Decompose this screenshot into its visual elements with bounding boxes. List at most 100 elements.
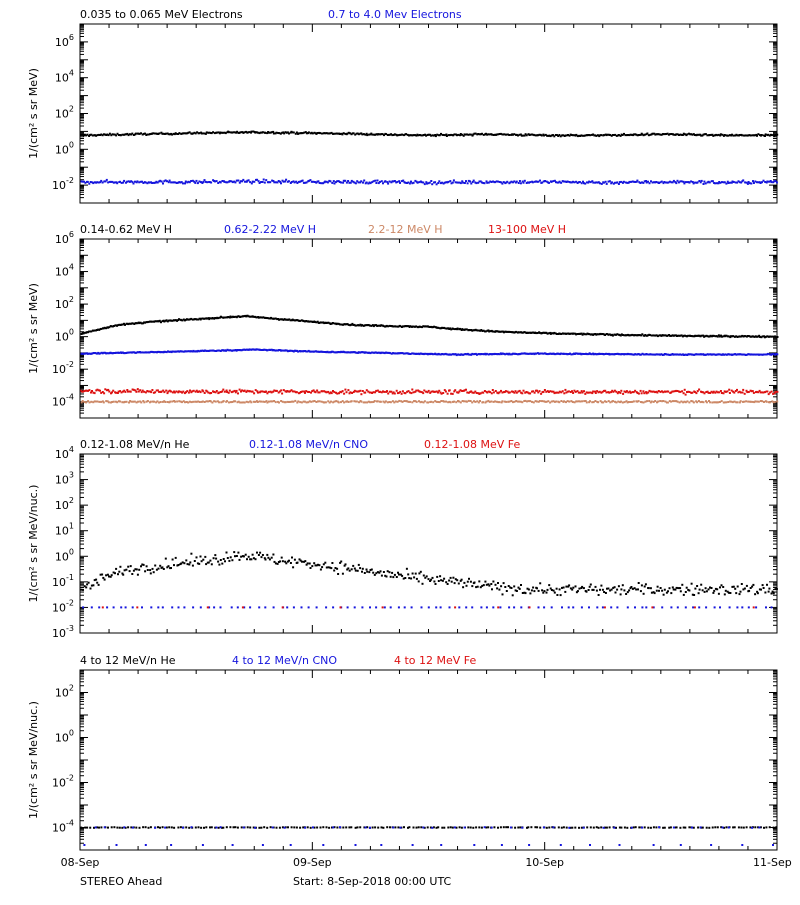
data-point — [734, 401, 736, 403]
data-point — [472, 827, 474, 829]
data-point — [204, 401, 206, 403]
data-point — [265, 559, 267, 561]
data-point — [560, 594, 562, 596]
data-point — [508, 606, 510, 608]
data-point — [325, 401, 327, 403]
data-point — [250, 401, 252, 403]
data-point — [192, 606, 194, 608]
data-point — [500, 826, 502, 828]
data-point — [292, 401, 294, 403]
data-point — [735, 592, 737, 594]
data-point — [641, 606, 643, 608]
data-point — [265, 391, 267, 393]
data-point — [681, 584, 683, 586]
data-point — [184, 182, 186, 184]
data-point — [572, 606, 574, 608]
data-point — [85, 586, 87, 588]
y-tick-label: 100 — [55, 547, 74, 563]
data-point — [447, 393, 449, 395]
data-point — [697, 827, 699, 829]
data-point — [116, 182, 118, 184]
data-point — [230, 556, 232, 558]
data-point — [398, 606, 400, 608]
series-1 — [81, 131, 779, 138]
data-point — [563, 587, 565, 589]
data-point — [319, 182, 321, 184]
data-point — [262, 131, 264, 133]
data-point — [183, 562, 185, 564]
data-point — [752, 390, 754, 392]
data-point — [237, 606, 239, 608]
data-point — [768, 588, 770, 590]
data-point — [563, 826, 565, 828]
data-point — [288, 133, 290, 135]
data-point — [536, 826, 538, 828]
y-axis-label: 1/(cm² s sr MeV) — [27, 68, 40, 159]
data-point — [92, 584, 94, 586]
data-point — [486, 606, 488, 608]
plot-frame — [80, 24, 777, 203]
data-point — [428, 578, 430, 580]
data-point — [641, 584, 643, 586]
data-point — [413, 182, 415, 184]
data-point — [397, 826, 399, 828]
data-point — [463, 400, 465, 402]
data-point — [459, 826, 461, 828]
data-point — [750, 135, 752, 137]
data-point — [465, 389, 467, 391]
y-tick-label: 100 — [55, 328, 74, 344]
data-point — [536, 401, 538, 403]
data-point — [519, 588, 521, 590]
data-point — [721, 400, 723, 402]
data-point — [228, 560, 230, 562]
data-point — [211, 402, 213, 404]
data-point — [771, 134, 773, 136]
data-point — [176, 391, 178, 393]
data-point — [157, 826, 159, 828]
data-point — [416, 578, 418, 580]
data-point — [185, 826, 187, 828]
data-point — [309, 563, 311, 565]
data-point — [396, 181, 398, 183]
data-point — [424, 183, 426, 185]
data-point — [198, 826, 200, 828]
data-point — [490, 583, 492, 585]
data-point — [342, 827, 344, 829]
data-point — [705, 606, 707, 608]
data-point — [458, 606, 460, 608]
data-point — [159, 827, 161, 829]
data-point — [546, 401, 548, 403]
data-point — [215, 558, 217, 560]
data-point — [420, 571, 422, 573]
data-point — [402, 401, 404, 403]
legend-label: 2.2-12 MeV H — [368, 223, 443, 236]
data-point — [321, 401, 323, 403]
data-point — [418, 580, 420, 582]
data-point — [664, 827, 666, 829]
data-point — [171, 401, 173, 403]
data-point — [137, 388, 139, 390]
data-point — [112, 390, 114, 392]
data-point — [415, 390, 417, 392]
data-point — [622, 393, 624, 395]
data-point — [694, 588, 696, 590]
data-point — [604, 606, 606, 608]
data-point — [107, 827, 109, 829]
data-point — [389, 181, 391, 183]
data-point — [740, 400, 742, 402]
legend-label: 13-100 MeV H — [488, 223, 566, 236]
data-point — [244, 402, 246, 404]
data-point — [372, 572, 374, 574]
data-point — [529, 592, 531, 594]
data-point — [620, 588, 622, 590]
data-point — [726, 826, 728, 828]
data-point — [443, 578, 445, 580]
data-point — [342, 182, 344, 184]
data-point — [447, 181, 449, 183]
data-point — [589, 400, 591, 402]
data-point — [703, 401, 705, 403]
data-point — [250, 558, 252, 560]
data-point — [693, 401, 695, 403]
data-point — [509, 391, 511, 393]
data-point — [427, 826, 429, 828]
